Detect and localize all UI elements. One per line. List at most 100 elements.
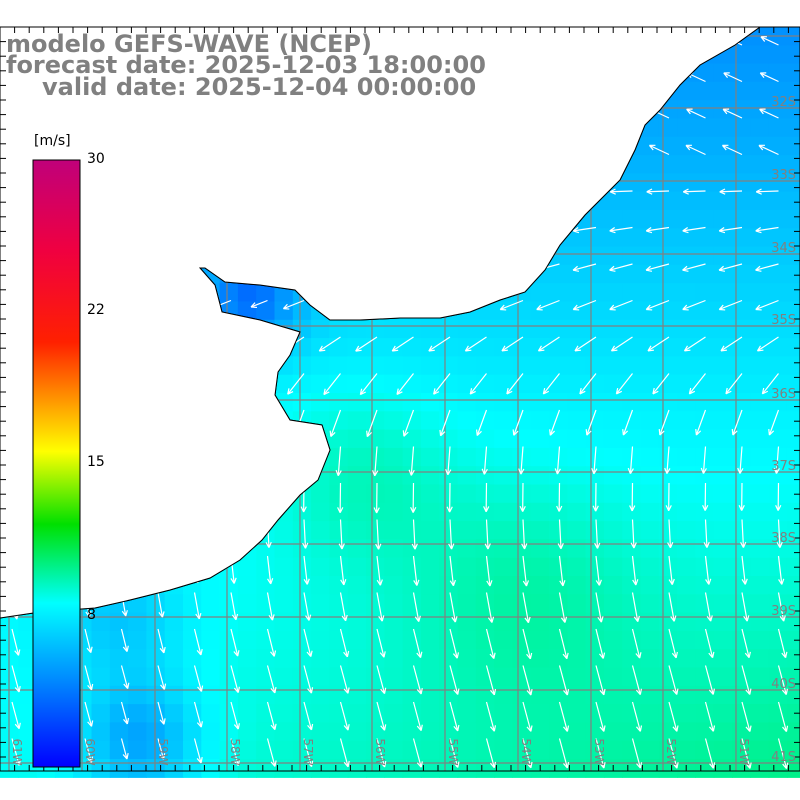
speed-cell [549,319,568,339]
speed-cell [530,576,550,595]
speed-cell [750,557,770,577]
wind-arrow [193,665,204,692]
wind-arrow [704,592,713,622]
speed-cell [146,667,166,687]
wind-arrow [522,701,533,732]
wind-arrow [756,336,779,352]
speed-cell [622,740,642,760]
speed-cell [750,521,770,540]
speed-cell [750,210,770,229]
speed-cell [658,667,678,687]
speed-cell [603,264,623,284]
speed-cell [530,612,550,632]
wind-arrow [323,373,341,396]
wind-arrow [755,299,779,311]
speed-cell [274,557,294,577]
speed-cell [457,667,477,687]
wind-arrow [410,482,417,513]
wind-arrow [412,665,423,695]
speed-cell [494,502,513,522]
speed-cell [768,429,788,449]
speed-cell [439,374,459,394]
wind-arrow [339,738,350,768]
speed-cell [512,557,532,577]
wind-arrow [84,738,94,763]
speed-cell [658,374,678,394]
speed-cell [439,667,459,687]
speed-cell [256,612,276,632]
speed-cell [91,649,111,669]
wind-arrow [777,628,788,659]
speed-cell [640,264,660,284]
speed-cell [475,594,495,614]
speed-cell [256,740,276,760]
speed-cell [732,264,751,284]
speed-cell [512,521,532,540]
wind-arrow [519,482,526,512]
speed-cell [585,228,605,248]
wind-arrow [572,299,597,311]
speed-cell [677,374,696,394]
speed-cell [695,63,715,83]
speed-cell [494,576,513,595]
speed-cell [695,264,715,284]
speed-cell [329,338,349,357]
wind-arrow [521,519,528,550]
speed-cell [768,283,788,303]
speed-cell [786,704,800,723]
speed-cell [420,557,440,577]
speed-cell [439,759,459,778]
speed-cell [695,301,715,321]
speed-cell [420,722,440,742]
speed-cell [732,338,751,357]
speed-cell [732,759,751,778]
speed-cell [219,685,239,705]
speed-cell [768,557,788,577]
wind-arrow [630,519,637,549]
speed-cell [457,704,477,723]
speed-cell [384,521,404,540]
wind-arrow [506,373,524,395]
speed-cell [786,722,800,742]
colorbar-tick-15: 15 [87,454,105,470]
wind-arrow [688,373,706,395]
speed-cell [530,630,550,650]
speed-cell [640,521,660,540]
speed-cell [420,612,440,632]
speed-cell [530,393,550,412]
wind-arrow [668,555,675,585]
speed-cell [713,319,733,339]
speed-cell [567,521,587,540]
speed-cell [640,484,660,504]
map-frame [0,26,800,772]
wind-arrow [11,701,21,730]
speed-cell [713,246,733,266]
wind-arrow [157,592,165,618]
speed-cell [164,594,184,614]
speed-cell [219,704,239,723]
speed-cell [274,649,294,669]
speed-cell [201,630,221,650]
speed-cell [713,356,733,376]
speed-cell [366,356,385,376]
speed-cell [768,210,788,229]
speed-cell [567,502,587,522]
speed-cell [567,447,587,467]
speed-cell [475,374,495,394]
speed-cell [128,685,147,705]
wind-arrow [719,188,743,195]
wind-arrow [338,519,345,550]
speed-cell [603,630,623,650]
wind-arrow [120,701,130,725]
wind-arrow [645,263,670,272]
speed-cell [402,740,422,760]
speed-cell [567,411,587,431]
wind-arrow [476,409,488,436]
wind-arrow [302,519,309,549]
speed-cell [658,704,678,723]
wind-arrow [585,409,597,436]
wind-arrow [759,72,779,83]
speed-cell [768,246,788,266]
speed-cell [512,685,532,705]
speed-cell [347,429,367,449]
